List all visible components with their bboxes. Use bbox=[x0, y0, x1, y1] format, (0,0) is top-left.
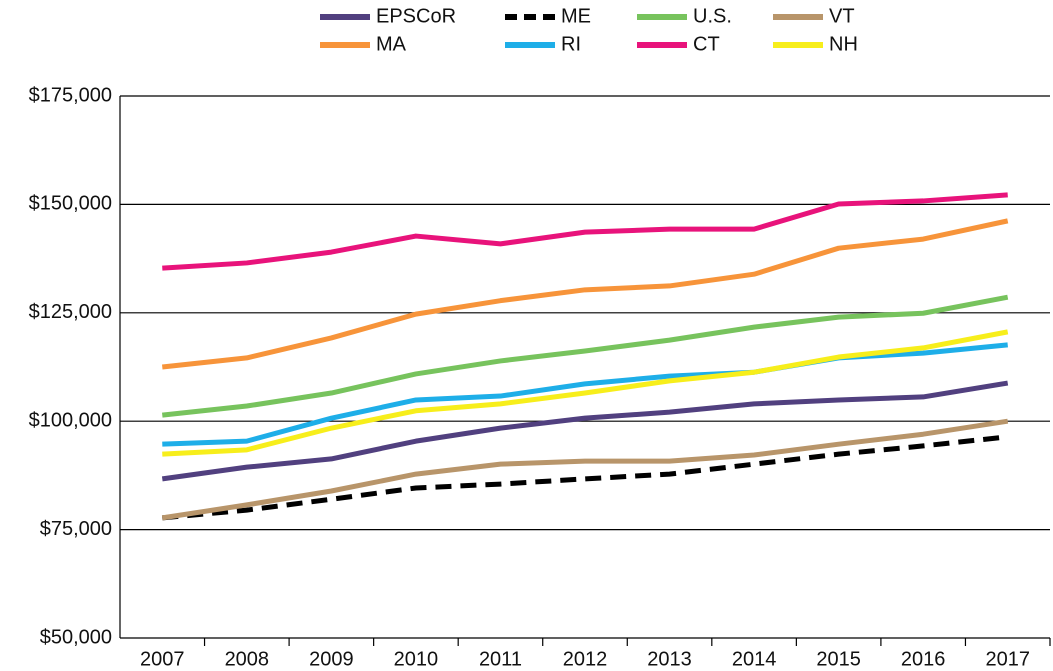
legend-label: NH bbox=[829, 33, 858, 55]
y-tick-label: $175,000 bbox=[29, 84, 112, 106]
x-tick-label: 2010 bbox=[394, 648, 439, 670]
x-tick-label: 2011 bbox=[479, 648, 522, 670]
legend-label: ME bbox=[561, 5, 591, 27]
y-tick-label: $50,000 bbox=[40, 626, 112, 648]
legend-label: RI bbox=[561, 33, 581, 55]
legend-label: CT bbox=[693, 33, 720, 55]
x-tick-label: 2012 bbox=[563, 648, 608, 670]
x-tick-label: 2007 bbox=[140, 648, 185, 670]
legend-label: VT bbox=[829, 5, 855, 27]
y-tick-label: $125,000 bbox=[29, 301, 112, 323]
x-tick-label: 2013 bbox=[647, 648, 692, 670]
x-tick-label: 2015 bbox=[816, 648, 861, 670]
y-tick-label: $150,000 bbox=[29, 193, 112, 215]
series-line bbox=[161, 418, 1009, 521]
series-line bbox=[162, 294, 1009, 418]
x-tick-label: 2016 bbox=[901, 648, 946, 670]
legend-label: U.S. bbox=[693, 5, 732, 27]
series-line bbox=[162, 218, 1009, 370]
x-tick-label: 2014 bbox=[732, 648, 777, 670]
series-line bbox=[161, 380, 1009, 482]
y-tick-label: $75,000 bbox=[40, 518, 112, 540]
series-line bbox=[162, 329, 1009, 457]
legend-label: EPSCoR bbox=[376, 5, 456, 27]
x-tick-label: 2009 bbox=[309, 648, 354, 670]
legend-label: MA bbox=[376, 33, 407, 55]
series-line bbox=[162, 434, 1008, 521]
series-line bbox=[162, 192, 1008, 271]
x-tick-label: 2017 bbox=[985, 648, 1030, 670]
y-tick-label: $100,000 bbox=[29, 409, 112, 431]
x-tick-label: 2008 bbox=[225, 648, 270, 670]
